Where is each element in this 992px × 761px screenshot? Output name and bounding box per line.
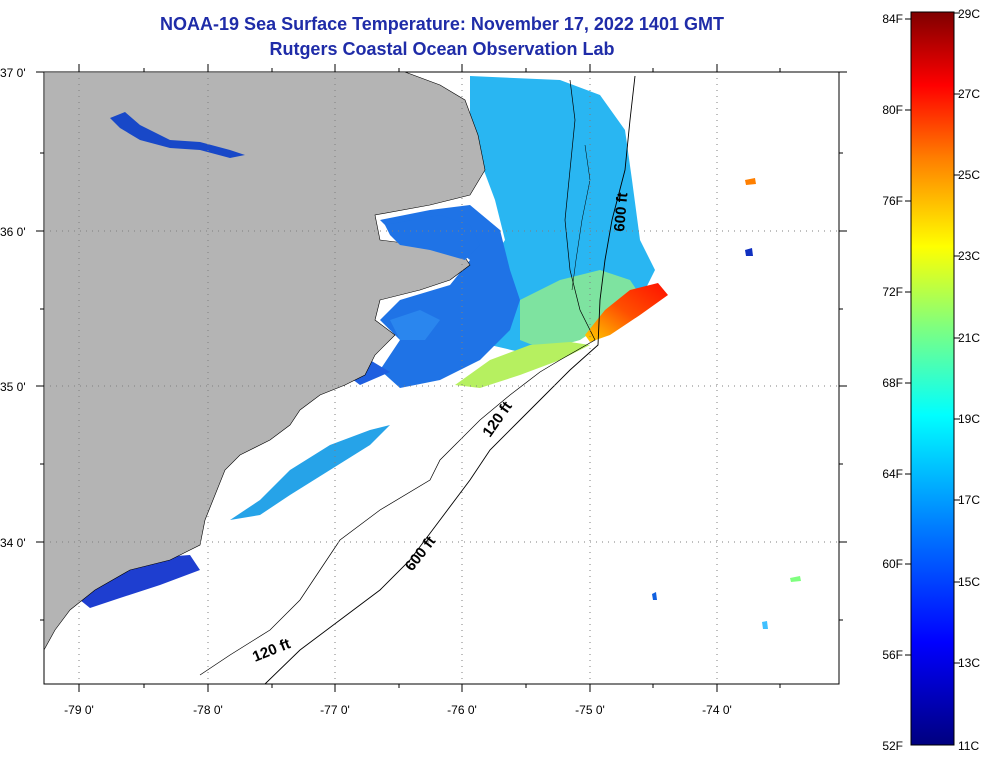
lon-label: -76 0' [447,703,477,717]
colorbar-f-label: 60F [882,557,903,571]
sst-warm-filament [585,283,668,342]
lat-label: 36 0' [0,225,26,239]
graticule [44,72,839,684]
colorbar-c-label: 17C [958,493,980,507]
colorbar-c-label: 23C [958,249,980,263]
map-subtitle: Rutgers Coastal Ocean Observation Lab [269,39,615,59]
lon-ticks [78,64,781,692]
colorbar-c-label: 19C [958,412,980,426]
colorbar-f-label: 56F [882,648,903,662]
colorbar-ticks [905,12,960,664]
colorbar-c-label: 13C [958,656,980,670]
colorbar-f-label: 72F [882,285,903,299]
sst-nearshore-deep [80,555,200,608]
colorbar-c-label: 15C [958,575,980,589]
contour-label: 600 ft [611,192,631,233]
isobath-600ft [264,75,636,684]
lon-label: -78 0' [193,703,223,717]
colorbar [910,11,955,746]
lon-label: -74 0' [702,703,732,717]
lat-label: 34 0' [0,536,26,550]
colorbar-c-label: 11C [958,739,979,753]
lat-ticks [36,71,847,621]
colorbar-f-label: 80F [882,103,903,117]
lon-label: -75 0' [575,703,605,717]
isobath-120ft-north [199,79,596,676]
land-mass [44,72,486,651]
colorbar-f-label: 64F [882,467,903,481]
colorbar-c-label: 25C [958,168,980,182]
colorbar-c-label: 29C [958,7,980,21]
colorbar-f-label: 68F [882,376,903,390]
lon-label: -77 0' [320,703,350,717]
lon-label: -79 0' [64,703,94,717]
colorbar-c-label: 27C [958,87,980,101]
colorbar-c-label: 21C [958,331,980,345]
lat-label: 35 0' [0,380,26,394]
sst-sound-blue [380,205,520,388]
colorbar-f-label: 84F [882,12,903,26]
lat-label: 37 0' [0,66,26,80]
sst-shelf-yellow [455,342,590,388]
map-title: NOAA-19 Sea Surface Temperature: Novembe… [160,14,724,34]
sst-nearshore-south [230,425,390,520]
colorbar-f-label: 52F [882,739,903,753]
colorbar-f-label: 76F [882,194,903,208]
